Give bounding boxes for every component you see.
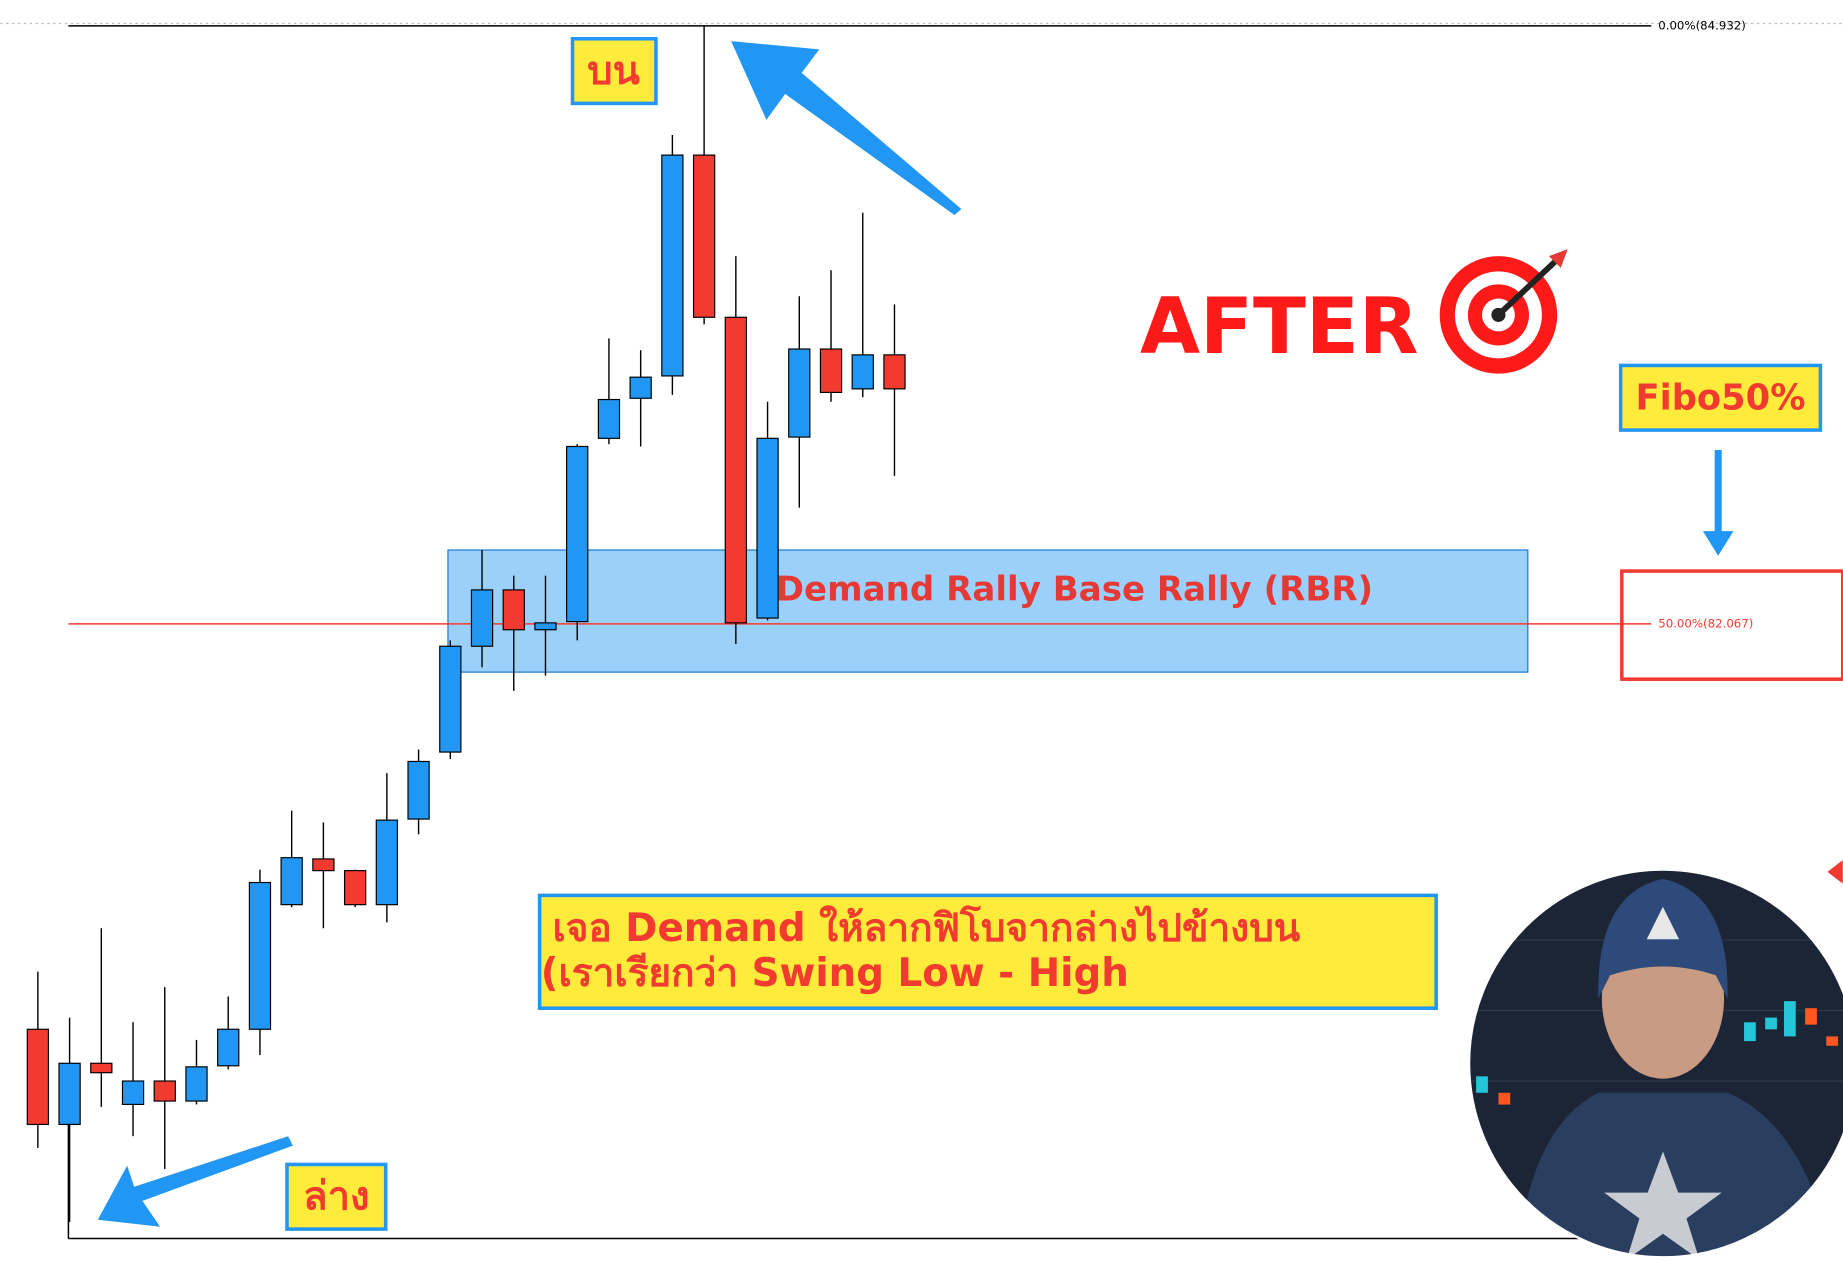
arrow-fibo-shaft — [1714, 450, 1722, 535]
candle-body — [566, 445, 589, 623]
candle-body — [375, 819, 399, 906]
candle-body — [58, 1062, 81, 1126]
label-box — [285, 1162, 388, 1231]
fib-layer: 0.00%(84.932) 50.00%(82.067) — [68, 18, 1753, 630]
edge-marker — [1827, 860, 1843, 884]
candle-body — [121, 1080, 145, 1105]
arrow-fibo-head — [1702, 531, 1734, 556]
candle-body — [407, 760, 430, 820]
candle-body — [788, 348, 811, 438]
candle-body — [26, 1028, 50, 1126]
fib-label: 0.00%(84.932) — [1658, 18, 1746, 32]
candle-body — [597, 398, 621, 439]
after-title: AFTER — [1140, 282, 1419, 372]
candle-body — [280, 857, 303, 906]
label-box — [570, 37, 658, 106]
note-line: เจอ Demand ให้ลากฟิโบจากล่างไปข้างบน — [553, 905, 1301, 951]
candle-body — [90, 1062, 113, 1074]
label-box — [1618, 363, 1823, 432]
candle-body — [439, 645, 462, 753]
candle-body — [185, 1066, 208, 1102]
demand-zone — [447, 549, 1529, 673]
label-bottom: ล่าง — [303, 1174, 369, 1220]
candle-body — [217, 1028, 240, 1067]
candle-body — [756, 437, 779, 619]
candle-body — [248, 881, 272, 1030]
note-line: (เราเรียกว่า Swing Low - High — [541, 951, 1129, 996]
zone-label: Demand Rally Base Rally (RBR) — [776, 570, 1373, 610]
candle-body — [312, 858, 335, 872]
candle-body — [819, 348, 843, 394]
candle-layer — [26, 25, 906, 1222]
candle-body — [153, 1080, 176, 1102]
candle-body — [851, 354, 874, 390]
candle-body — [883, 354, 906, 390]
portrait-emblem: ▲ — [1647, 895, 1680, 944]
candle-body — [343, 870, 367, 906]
candle-body — [502, 589, 525, 631]
note-box — [537, 893, 1438, 1010]
candle-body — [724, 316, 748, 624]
label-top: บน — [587, 48, 640, 94]
arrow-top — [731, 41, 962, 216]
target-icon — [1439, 249, 1568, 374]
arrow-bottom — [97, 1136, 293, 1227]
label-fibo: Fibo50% — [1636, 378, 1806, 419]
candle-body — [661, 154, 684, 377]
candle-body — [534, 622, 557, 631]
portrait: ▲ — [1469, 869, 1843, 1258]
candle-body — [470, 589, 494, 647]
candle-body — [629, 376, 652, 399]
zone-layer: Demand Rally Base Rally (RBR) — [447, 549, 1529, 673]
portrait-border — [1467, 868, 1843, 1259]
candle-body — [692, 154, 716, 318]
fib-label: 50.00%(82.067) — [1658, 616, 1753, 630]
